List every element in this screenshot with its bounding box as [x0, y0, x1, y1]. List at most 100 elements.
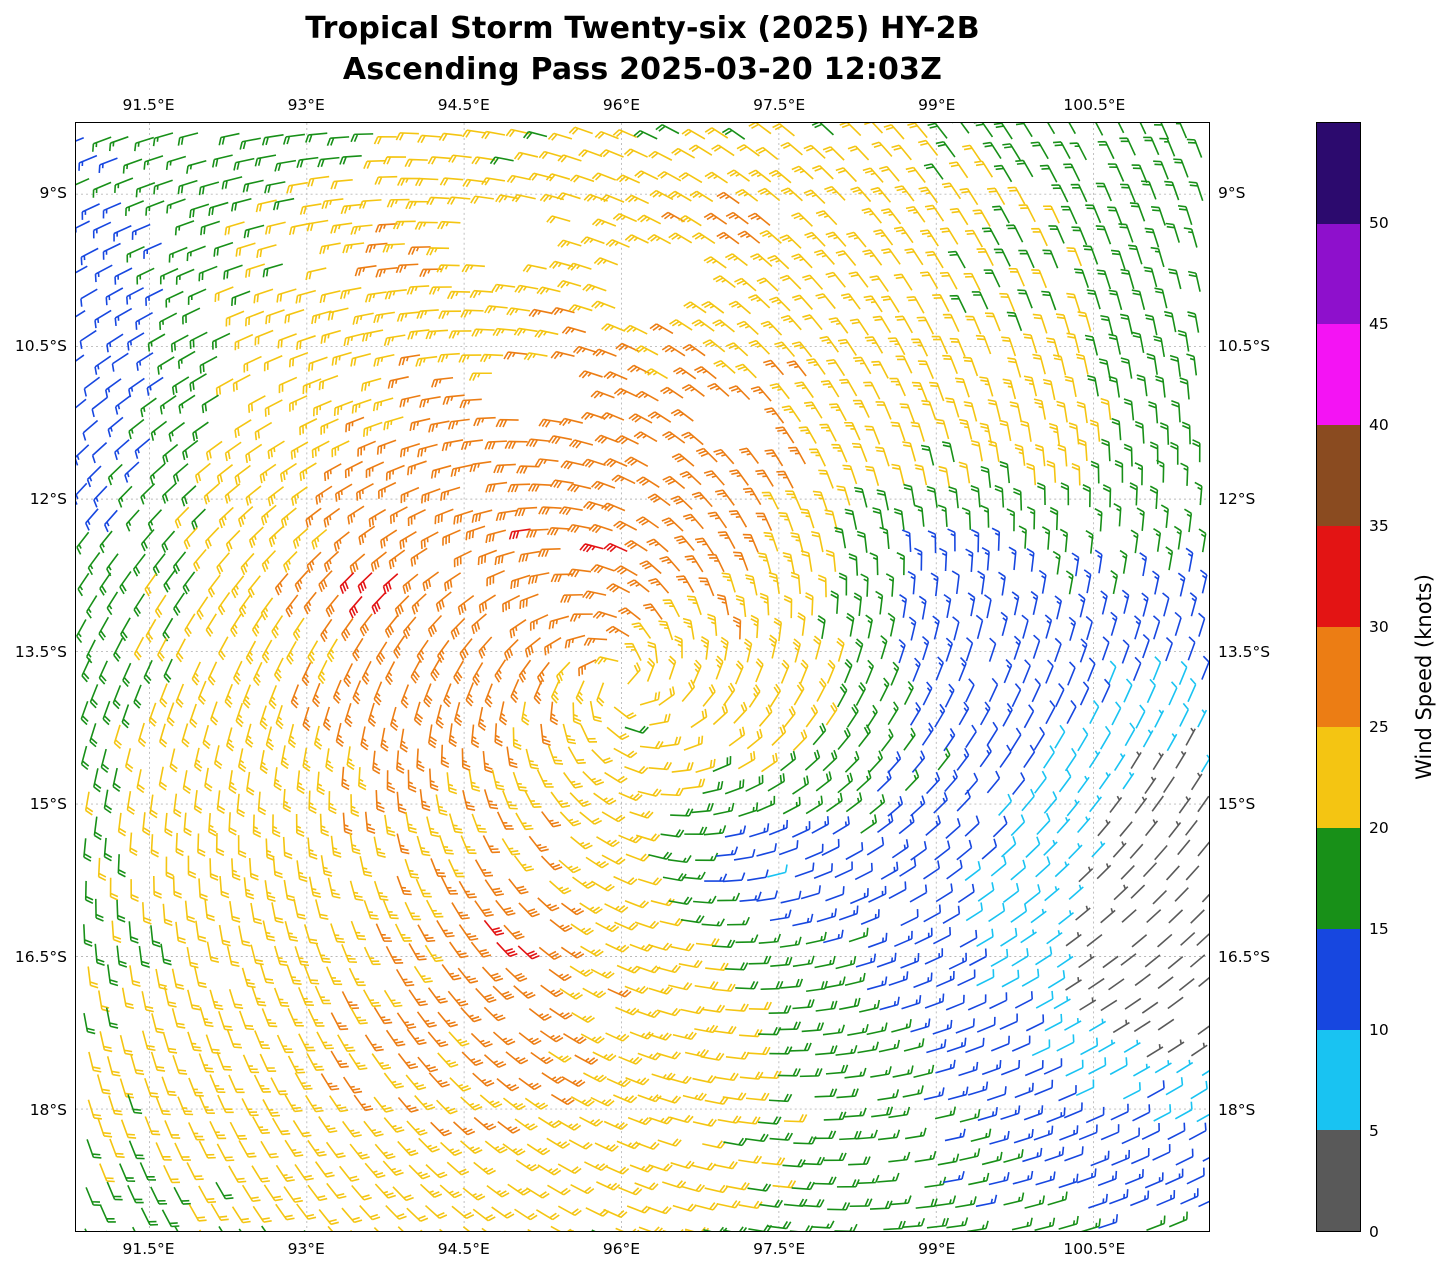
- wind-barb: [648, 851, 673, 860]
- wind-barb: [83, 924, 93, 947]
- wind-barb: [430, 858, 446, 878]
- wind-barb: [892, 1065, 914, 1078]
- wind-barb: [1153, 160, 1169, 180]
- wind-barb: [131, 223, 151, 240]
- wind-barb: [396, 875, 412, 896]
- wind-barb: [484, 1140, 508, 1154]
- wind-barb: [536, 769, 554, 788]
- wind-barb: [660, 386, 684, 399]
- wind-barb: [505, 128, 530, 138]
- wind-barb: [868, 885, 887, 903]
- wind-barb: [722, 682, 736, 706]
- wind-barb: [792, 913, 814, 927]
- wind-barb: [717, 892, 741, 902]
- wind-barb: [482, 835, 500, 854]
- wind-barb: [977, 1107, 998, 1122]
- wind-barb: [1098, 1039, 1116, 1053]
- wind-barb: [780, 187, 803, 202]
- wind-barb: [384, 615, 399, 638]
- wind-barb: [1143, 136, 1160, 156]
- wind-barb: [781, 405, 802, 423]
- wind-barb: [178, 394, 196, 414]
- wind-barb: [121, 704, 130, 729]
- wind-barb: [592, 610, 617, 620]
- wind-barb: [747, 212, 771, 227]
- wind-barb: [100, 748, 110, 774]
- wind-barb: [813, 249, 835, 265]
- wind-barb: [170, 334, 189, 353]
- wind-barb: [800, 550, 813, 572]
- wind-barb: [1188, 1122, 1207, 1141]
- wind-barb: [425, 329, 449, 340]
- wind-barb: [387, 376, 409, 389]
- wind-barb: [712, 275, 736, 289]
- wind-barb: [318, 1209, 339, 1226]
- wind-barb: [739, 1028, 763, 1038]
- wind-barb: [550, 306, 575, 316]
- wind-barb: [343, 663, 354, 688]
- wind-barb: [887, 701, 899, 726]
- wind-barb: [799, 659, 809, 684]
- wind-barb: [76, 220, 90, 233]
- wind-barb: [1156, 459, 1165, 483]
- wind-barb: [580, 1033, 605, 1044]
- wind-barb: [1100, 999, 1118, 1012]
- wind-barb: [721, 127, 746, 140]
- wind-barb: [519, 593, 539, 609]
- wind-barb: [1186, 138, 1203, 158]
- wind-barb: [792, 775, 810, 795]
- wind-barb: [86, 1139, 102, 1159]
- wind-barb: [327, 877, 341, 899]
- wind-barb: [286, 181, 308, 194]
- wind-barb: [618, 1186, 643, 1196]
- wind-barb: [150, 420, 168, 441]
- wind-barb: [1165, 636, 1173, 662]
- wind-barb: [904, 769, 920, 792]
- wind-barb: [780, 890, 802, 904]
- wind-barb: [495, 899, 516, 916]
- wind-barb: [187, 288, 207, 305]
- wind-barb: [875, 446, 890, 467]
- wind-barb: [207, 574, 221, 598]
- wind-barb: [215, 833, 225, 857]
- colorbar-segment: [1317, 324, 1360, 426]
- wind-barb: [225, 727, 235, 752]
- colorbar-segment: [1317, 123, 1360, 224]
- wind-barb: [726, 342, 749, 357]
- wind-barb: [1120, 183, 1136, 203]
- wind-barb: [1146, 353, 1158, 375]
- y-tick-label-left: 15°S: [29, 795, 67, 814]
- wind-barb: [606, 1077, 631, 1088]
- wind-barb: [906, 295, 925, 314]
- wind-barb: [1052, 141, 1071, 160]
- wind-barb: [758, 933, 782, 945]
- wind-barb: [143, 155, 164, 170]
- wind-barb: [790, 571, 802, 595]
- wind-barb: [380, 727, 389, 752]
- wind-barb: [395, 263, 419, 274]
- wind-barb: [254, 154, 277, 167]
- wind-barb: [245, 263, 266, 278]
- wind-barb: [339, 287, 362, 300]
- wind-barb: [965, 724, 977, 749]
- wind-barb: [568, 304, 593, 313]
- wind-barb: [127, 1184, 144, 1204]
- wind-barb: [492, 327, 517, 337]
- wind-barb: [1095, 225, 1112, 245]
- wind-barb: [733, 848, 756, 861]
- wind-barb: [935, 418, 950, 440]
- wind-barb: [1144, 227, 1160, 248]
- wind-barb: [839, 123, 862, 137]
- wind-barb: [702, 684, 716, 707]
- wind-barb: [1123, 398, 1135, 421]
- wind-barb: [1154, 1060, 1172, 1074]
- wind-barb: [237, 506, 254, 528]
- wind-barb: [399, 394, 421, 408]
- wind-barb: [713, 802, 735, 816]
- wind-barb: [189, 703, 198, 728]
- wind-barb: [981, 227, 1000, 246]
- wind-barb: [1068, 884, 1084, 900]
- title-line-2: Ascending Pass 2025-03-20 12:03Z: [342, 52, 943, 88]
- wind-barb: [1157, 933, 1173, 948]
- wind-barb: [1060, 482, 1070, 506]
